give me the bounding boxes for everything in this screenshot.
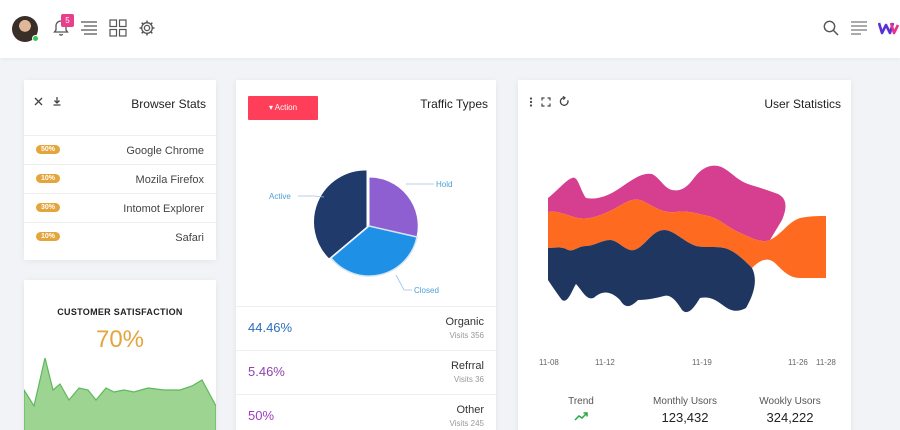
traffic-row: 44.46% Organic Visits 356: [236, 306, 496, 350]
traffic-types-card: ▾ Action Traffic Types Active Hold Close…: [236, 80, 496, 430]
caret-down-icon: ▾: [268, 103, 275, 112]
browser-name: Intomot Explorer: [123, 203, 204, 215]
user-statistics-title: User Statistics: [764, 97, 841, 111]
browser-name: Mozila Firefox: [135, 174, 204, 186]
browser-row: 30% Intomot Explorer: [24, 193, 216, 223]
trend-stat: Trend: [536, 396, 626, 426]
traffic-visits: Visits 356: [449, 331, 484, 340]
stream-layer-pink[interactable]: [548, 165, 786, 242]
x-axis-label: 11-28: [816, 358, 836, 367]
browser-row: 50% Google Chrome: [24, 135, 216, 165]
user-streamgraph: [548, 165, 826, 313]
pie-slice-closed[interactable]: [329, 225, 418, 277]
monthly-users-stat: Monthly Usors 123,432: [640, 396, 730, 425]
pie-slice-hold[interactable]: [368, 176, 419, 238]
browser-percent-badge: 10%: [36, 232, 61, 241]
traffic-row: 5.46% Refrral Visits 36: [236, 350, 496, 394]
traffic-source: Organic: [445, 316, 484, 328]
browser-stats-title: Browser Stats: [131, 97, 206, 111]
traffic-pie-chart: Active Hold Closed: [269, 169, 452, 295]
list-icon[interactable]: [850, 19, 868, 37]
traffic-visits: Visits 36: [453, 375, 484, 384]
weekly-users-label: Wookly Usors: [759, 396, 821, 407]
x-axis-label: 11-08: [539, 358, 559, 367]
browser-percent-badge: 30%: [36, 203, 61, 212]
search-icon[interactable]: [822, 19, 840, 37]
drag-handle-icon[interactable]: [528, 97, 534, 107]
action-button-label: Action: [274, 103, 298, 112]
user-statistics-card: User Statistics 11-08 11-12 11-19 11-26 …: [518, 80, 851, 430]
refresh-icon[interactable]: [559, 96, 570, 107]
trend-up-icon: [574, 412, 588, 421]
weekly-users-value: 324,222: [766, 410, 814, 425]
stream-layer-navy[interactable]: [548, 230, 755, 313]
traffic-source: Refrral: [450, 360, 484, 372]
notification-badge: 5: [61, 14, 74, 27]
avatar[interactable]: [12, 16, 39, 42]
trend-label: Trend: [568, 396, 594, 407]
close-icon[interactable]: [34, 97, 43, 106]
monthly-users-label: Monthly Usors: [653, 396, 717, 407]
browser-percent-badge: 10%: [36, 174, 61, 183]
pie-label-active: Active: [269, 192, 291, 201]
browser-row: 10% Safari: [24, 222, 216, 252]
x-axis-label: 11-19: [692, 358, 712, 367]
traffic-source: Other: [456, 404, 484, 416]
browser-name: Google Chrome: [126, 145, 204, 157]
customer-satisfaction-card: CUSTOMER SATISFACTION 70%: [24, 280, 216, 430]
traffic-percent: 50%: [248, 408, 275, 423]
satisfaction-sparkline: [24, 357, 216, 430]
browser-percent-badge: 50%: [36, 145, 61, 154]
browser-name: Safari: [175, 232, 204, 244]
browser-row: 10% Mozila Firefox: [24, 164, 216, 194]
download-icon[interactable]: [52, 96, 62, 106]
traffic-visits: Visits 245: [449, 419, 484, 428]
traffic-percent: 5.46%: [248, 364, 285, 379]
menu-lines-icon[interactable]: [80, 19, 98, 37]
top-header: 5: [0, 0, 900, 58]
traffic-types-title: Traffic Types: [420, 97, 488, 111]
brand-logo-icon[interactable]: [878, 19, 900, 37]
pie-label-hold: Hold: [436, 180, 452, 189]
grid-icon[interactable]: [109, 19, 127, 37]
expand-icon[interactable]: [541, 97, 551, 107]
monthly-users-value: 123,432: [661, 410, 709, 425]
pie-label-closed: Closed: [414, 286, 439, 295]
action-button[interactable]: ▾ Action: [248, 96, 318, 120]
customer-satisfaction-value: 70%: [95, 326, 145, 353]
traffic-row: 50% Other Visits 245: [236, 394, 496, 430]
browser-stats-card: Browser Stats 50% Google Chrome 10% Mozi…: [24, 80, 216, 260]
pie-slice-active[interactable]: [313, 169, 368, 260]
online-status-dot: [32, 35, 39, 42]
stream-layer-orange[interactable]: [548, 199, 826, 278]
weekly-users-stat: Wookly Usors 324,222: [745, 396, 835, 425]
gear-icon[interactable]: [138, 19, 156, 37]
x-axis-label: 11-12: [595, 358, 615, 367]
traffic-percent: 44.46%: [248, 320, 293, 335]
customer-satisfaction-title: CUSTOMER SATISFACTION: [57, 307, 183, 317]
x-axis-label: 11-26: [788, 358, 808, 367]
